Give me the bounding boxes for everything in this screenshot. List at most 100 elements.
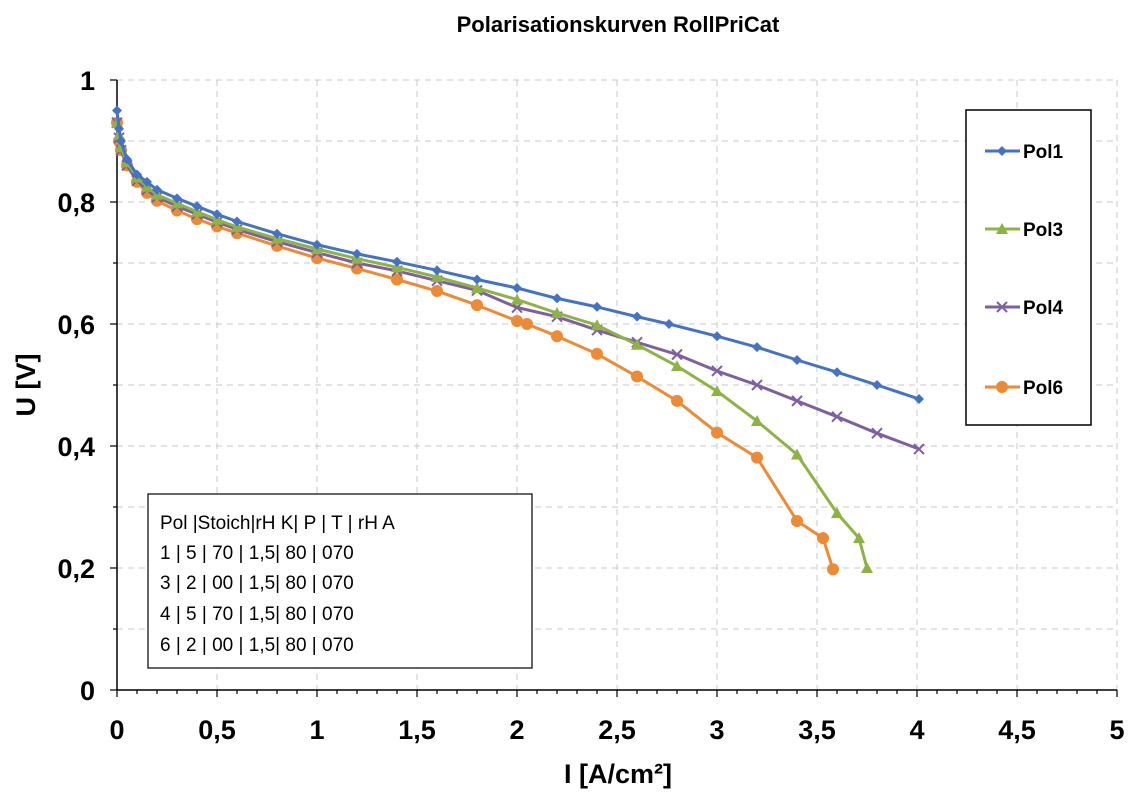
y-tick-label: 1 — [80, 66, 95, 96]
data-point-pol3 — [431, 271, 443, 283]
y-tick-label: 0 — [80, 676, 95, 706]
legend-box — [965, 109, 1092, 426]
data-point-pol1 — [552, 293, 562, 304]
legend-item-pol6: Pol6 — [985, 378, 1063, 399]
x-tick-label: 1,5 — [398, 715, 436, 745]
data-point-pol1 — [792, 354, 802, 365]
data-point-pol3 — [511, 293, 523, 305]
data-point-pol1 — [192, 201, 202, 212]
data-point-pol1 — [232, 216, 242, 227]
data-point-pol6 — [751, 451, 763, 464]
x-tick-label: 1 — [309, 715, 324, 745]
data-point-pol4 — [751, 379, 763, 391]
y-tick-label: 0,8 — [57, 188, 95, 218]
data-point-pol6 — [711, 426, 723, 439]
data-point-pol1 — [312, 239, 322, 250]
data-point-pol4 — [871, 427, 883, 439]
data-point-pol3 — [711, 385, 723, 397]
legend-label: Pol1 — [1023, 142, 1064, 163]
data-point-pol6 — [551, 330, 563, 343]
x-tick-label: 2 — [509, 715, 524, 745]
data-point-pol1 — [752, 342, 762, 353]
axis-layer: 0 0,5 1 1,5 2 2,5 3 3,5 4 4,5 5 0 0,2 0,4 0,6 0,8 1 — [57, 66, 1124, 745]
data-point-pol1 — [592, 301, 602, 312]
y-tick-label: 0,6 — [57, 310, 95, 340]
data-point-pol4 — [671, 348, 683, 361]
legend-marker — [997, 146, 1007, 156]
data-point-pol1 — [712, 331, 722, 342]
data-point-pol1 — [632, 311, 642, 322]
legend-label: Pol4 — [1023, 298, 1064, 319]
data-point-pol4 — [791, 395, 803, 407]
legend-label: Pol6 — [1023, 378, 1063, 399]
data-point-pol6 — [817, 532, 829, 545]
data-point-pol6 — [671, 394, 683, 407]
data-point-pol3 — [791, 448, 803, 460]
data-point-pol4 — [711, 365, 723, 377]
x-tick-label: 0 — [109, 715, 124, 745]
data-point-pol1 — [114, 123, 124, 134]
series-line-pol1 — [115, 110, 920, 401]
series-layer — [111, 105, 925, 576]
y-axis-title: U [V] — [11, 354, 41, 417]
data-point-pol1 — [172, 193, 182, 204]
series-pol1 — [112, 105, 924, 405]
legend-item-pol1: Pol1 — [985, 142, 1064, 163]
data-point-pol1 — [664, 319, 674, 329]
info-table-row: Pol |Stoich|rH K| P | T | rH A — [160, 513, 395, 534]
x-tick-label: 3 — [709, 715, 724, 745]
data-point-pol6 — [391, 273, 403, 286]
data-point-pol1 — [132, 169, 142, 180]
data-point-pol3 — [471, 282, 483, 294]
data-point-pol1 — [512, 283, 522, 294]
data-point-pol1 — [432, 265, 442, 276]
info-table-row: 4 | 5 | 70 | 1,5| 80 | 070 — [160, 604, 354, 625]
legend-label: Pol3 — [1023, 220, 1063, 241]
y-tick-label: 0,4 — [57, 432, 95, 462]
data-point-pol6 — [431, 285, 443, 298]
data-point-pol6 — [591, 347, 603, 360]
data-point-pol3 — [671, 360, 683, 372]
data-point-pol6 — [511, 314, 523, 327]
info-table-row: 6 | 2 | 00 | 1,5| 80 | 070 — [160, 635, 354, 656]
data-point-pol1 — [392, 256, 402, 267]
x-tick-label: 4 — [909, 715, 924, 745]
data-point-pol1 — [212, 209, 222, 220]
series-line-pol6 — [115, 122, 835, 570]
data-point-pol1 — [914, 394, 924, 405]
data-point-pol3 — [831, 507, 843, 519]
x-tick-label: 4,5 — [998, 715, 1036, 745]
data-point-pol4 — [913, 443, 925, 455]
info-table: Pol |Stoich|rH K| P | T | rH A 1 | 5 | 7… — [147, 493, 533, 669]
data-point-pol6 — [521, 318, 533, 330]
info-table-row: 3 | 2 | 00 | 1,5| 80 | 070 — [160, 573, 354, 594]
legend-item-pol4: Pol4 — [985, 298, 1064, 319]
data-point-pol3 — [853, 532, 865, 544]
data-point-pol3 — [591, 319, 603, 331]
data-point-pol6 — [631, 370, 643, 383]
legend-marker — [996, 223, 1008, 234]
data-point-pol1 — [472, 274, 482, 285]
x-tick-label: 5 — [1109, 715, 1124, 745]
data-point-pol1 — [352, 248, 362, 259]
data-point-pol1 — [872, 380, 882, 390]
legend-item-pol3: Pol3 — [985, 220, 1063, 241]
data-point-pol1 — [112, 105, 122, 116]
data-point-pol1 — [122, 154, 132, 165]
data-point-pol6 — [827, 563, 839, 576]
legend-marker — [996, 301, 1008, 313]
data-point-pol1 — [152, 184, 162, 195]
data-point-pol3 — [631, 338, 643, 350]
data-point-pol3 — [751, 414, 763, 426]
chart-title: Polarisationskurven RollPriCat — [457, 12, 780, 37]
legend-marker — [996, 381, 1008, 393]
data-point-pol6 — [791, 515, 803, 528]
x-axis-title: I [A/cm²] — [564, 759, 672, 789]
x-tick-label: 0,5 — [198, 715, 236, 745]
data-point-pol6 — [471, 299, 483, 312]
data-point-pol3 — [551, 307, 563, 319]
data-point-pol1 — [272, 228, 282, 239]
x-tick-label: 2,5 — [598, 715, 636, 745]
